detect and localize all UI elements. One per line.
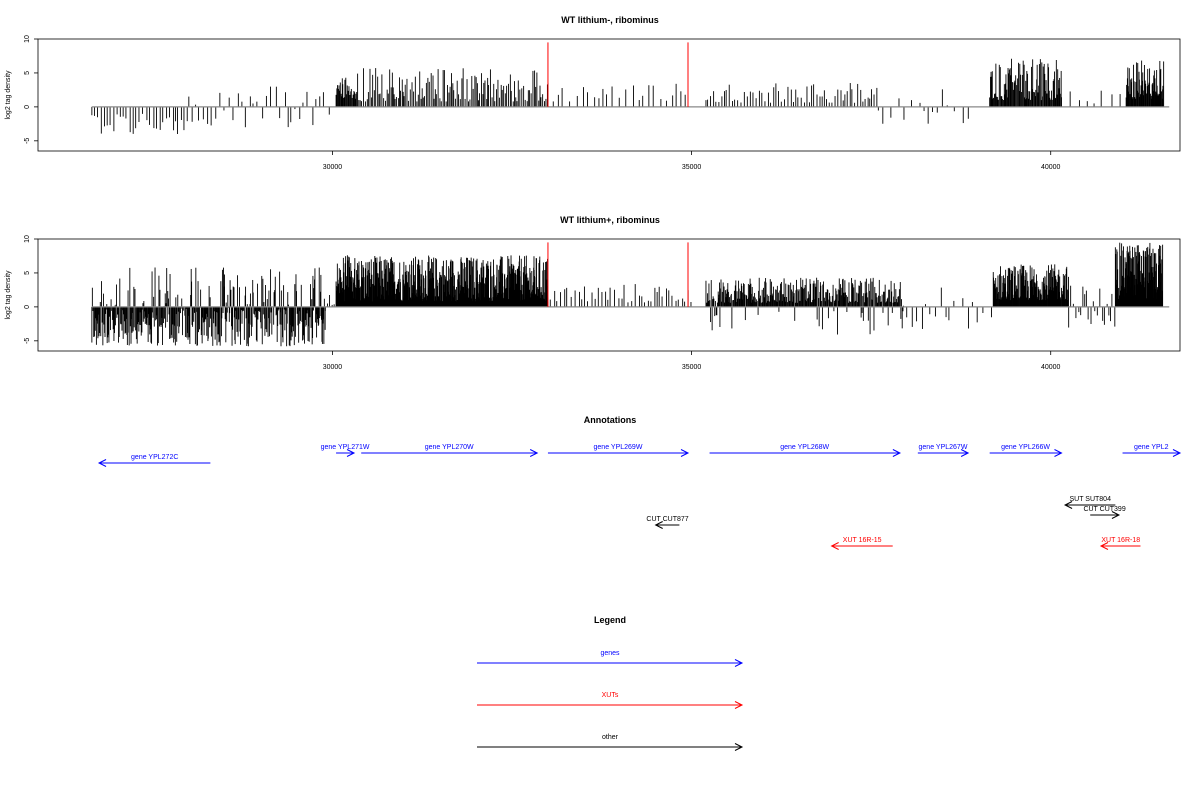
arrowhead <box>1063 501 1073 509</box>
y-tick-label: 10 <box>24 35 31 43</box>
density-panel-lithium-plus: WT lithium+, ribominus log2 tag density … <box>5 215 1181 371</box>
arrowhead <box>1111 511 1121 519</box>
legend-item-other: other <box>477 734 744 751</box>
legend-label: other <box>602 734 619 741</box>
legend-label: genes <box>600 650 620 657</box>
annotation-features: gene YPL272C gene YPL271W gene YPL270W gene… <box>97 444 1182 550</box>
arrowhead <box>1099 542 1109 550</box>
x-tick-label: 35000 <box>682 164 702 171</box>
feature-genes: gene YPL267W <box>917 444 970 457</box>
x-tick-label: 30000 <box>323 364 343 371</box>
feature-label: CUT CUT399 <box>1083 506 1125 513</box>
y-tick-label: 5 <box>24 71 31 75</box>
feature-other: CUT CUT877 <box>646 516 689 529</box>
feature-label: gene YPL266W <box>1001 444 1050 451</box>
arrowhead <box>529 449 539 457</box>
axes: -5 0 5 10 30000 35000 40000 <box>24 35 1061 171</box>
arrowhead <box>892 449 902 457</box>
feature-genes: gene YPL270W <box>361 444 539 457</box>
feature-label: SUT SUT804 <box>1069 496 1111 503</box>
feature-other: SUT SUT804 <box>1063 496 1116 509</box>
x-tick-label: 40000 <box>1041 364 1061 371</box>
axes: -5 0 5 10 30000 35000 40000 <box>24 235 1061 371</box>
feature-label: gene YPL271W <box>321 444 370 451</box>
feature-label: XUT 16R-18 <box>1101 537 1140 544</box>
annotations-title: Annotations <box>584 415 637 425</box>
y-axis-label: log2 tag density <box>5 70 12 120</box>
legend-items: genes XUTs other <box>477 650 744 751</box>
arrowhead <box>97 459 107 467</box>
y-tick-label: -5 <box>24 338 31 344</box>
feature-xuts: XUT 16R-18 <box>1099 537 1141 550</box>
feature-genes: gene YPL2 <box>1122 444 1182 457</box>
legend-label: XUTs <box>602 692 619 699</box>
arrowhead <box>734 659 744 667</box>
feature-genes: gene YPL272C <box>97 454 211 467</box>
legend: Legend genes XUTs other <box>477 615 744 751</box>
feature-label: gene YPL270W <box>425 444 474 451</box>
feature-label: gene YPL269W <box>594 444 643 451</box>
arrowhead <box>346 449 356 457</box>
y-tick-label: 0 <box>24 105 31 109</box>
panel-title: WT lithium-, ribominus <box>561 15 659 25</box>
legend-item-genes: genes <box>477 650 744 667</box>
feature-other: CUT CUT399 <box>1083 506 1126 519</box>
feature-genes: gene YPL268W <box>709 444 902 457</box>
density-bars <box>91 242 1170 347</box>
arrowhead <box>734 743 744 751</box>
feature-label: gene YPL272C <box>131 454 178 461</box>
arrowhead <box>960 449 970 457</box>
arrowhead <box>734 701 744 709</box>
feature-label: gene YPL2 <box>1134 444 1169 451</box>
arrowhead <box>680 449 690 457</box>
feature-label: CUT CUT877 <box>646 516 688 523</box>
feature-label: gene YPL268W <box>780 444 829 451</box>
y-tick-label: 5 <box>24 271 31 275</box>
y-tick-label: 0 <box>24 305 31 309</box>
density-bars <box>91 42 1170 134</box>
x-tick-label: 35000 <box>682 364 702 371</box>
x-tick-label: 40000 <box>1041 164 1061 171</box>
density-panel-lithium-minus: WT lithium-, ribominus log2 tag density … <box>5 15 1181 171</box>
y-tick-label: 10 <box>24 235 31 243</box>
arrowhead <box>830 542 839 550</box>
x-tick-label: 30000 <box>323 164 343 171</box>
y-tick-label: -5 <box>24 138 31 144</box>
arrowhead <box>654 521 663 529</box>
legend-title: Legend <box>594 615 626 625</box>
arrowhead <box>1172 449 1182 457</box>
feature-genes: gene YPL266W <box>989 444 1063 457</box>
legend-item-xuts: XUTs <box>477 692 744 709</box>
feature-genes: gene YPL269W <box>547 444 690 457</box>
feature-genes: gene YPL271W <box>321 444 370 457</box>
panel-title: WT lithium+, ribominus <box>560 215 660 225</box>
plot-frame <box>37 38 1181 152</box>
plot-frame <box>37 238 1181 352</box>
feature-label: gene YPL267W <box>919 444 968 451</box>
arrowhead <box>1054 449 1063 457</box>
feature-label: XUT 16R-15 <box>843 537 882 544</box>
y-axis-label: log2 tag density <box>5 270 12 320</box>
feature-xuts: XUT 16R-15 <box>830 537 893 550</box>
